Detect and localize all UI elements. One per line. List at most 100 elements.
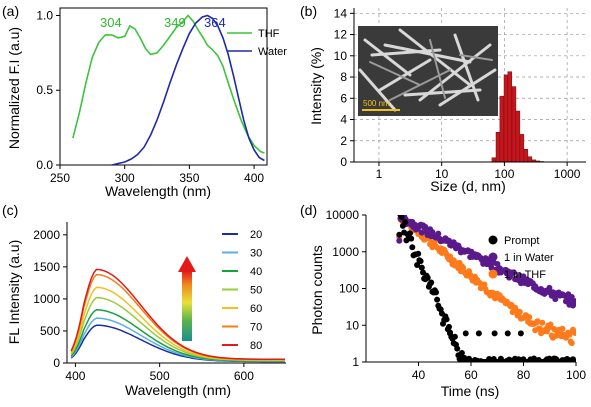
a-ytick-label: 1.0 [36, 8, 53, 22]
panel-b-label: (b) [300, 3, 317, 19]
d-point-prompt [428, 279, 435, 286]
d-legend-label-0: Prompt [504, 235, 539, 247]
d-point-1-in-water [435, 230, 442, 237]
b-ytick-label: 6 [340, 91, 347, 105]
d-point-1-in-water [422, 223, 429, 230]
d-point-prompt [409, 244, 416, 251]
a-xtick-label: 400 [244, 171, 264, 185]
d-point-prompt [572, 359, 576, 362]
panel-b: (b) 0 2 4 6 8 10 12 14 1 10 100 1000 500 nm Size (… [300, 3, 586, 194]
panel-a: (a) 0.0 0.5 1.0 250 300 350 400 304 349 364 T… [2, 3, 287, 199]
b-ytick-label: 12 [334, 28, 348, 42]
b-ytick-label: 8 [340, 70, 347, 84]
c-legend-label-40: 40 [250, 266, 262, 278]
d-point-prompt [414, 262, 421, 268]
d-point-prompt [408, 235, 415, 242]
b-bar [527, 156, 533, 163]
panel-c-y-ticks: 0 500 1000 1500 2000 [33, 228, 67, 370]
c-ytick-label: 0 [53, 356, 60, 370]
d-point-1-in-thf [568, 340, 575, 347]
c-series-80-line [70, 268, 285, 360]
d-point-1-in-thf [566, 331, 573, 338]
d-legend-label-1: 1 in Water [504, 252, 554, 264]
d-point-prompt [417, 258, 424, 265]
panel-a-y-ticks: 0.0 0.5 1.0 [36, 8, 60, 172]
d-point-1-in-water [446, 237, 452, 244]
a-xtick-label: 350 [179, 171, 199, 185]
sem-inset-image: 500 nm [358, 26, 498, 116]
d-point-1-in-water [396, 237, 403, 244]
c-xtick-label: 400 [65, 369, 85, 383]
b-bar [499, 95, 505, 163]
panel-d-label: (d) [300, 202, 317, 218]
peak-364-label: 364 [204, 15, 226, 30]
d-point-prompt [454, 345, 461, 352]
b-ytick-label: 2 [340, 134, 347, 148]
b-bar [503, 74, 509, 163]
panel-a-ylabel: Normalized F.I (a.u) [6, 27, 22, 149]
b-bar [495, 132, 501, 163]
d-point-1-in-thf [526, 314, 533, 321]
d-point-1-in-thf [572, 330, 576, 336]
d-point-1-in-thf [481, 281, 488, 288]
d-point-prompt [491, 330, 498, 337]
b-bar [523, 149, 529, 163]
c-legend-label-80: 80 [250, 340, 262, 352]
panel-a-label: (a) [2, 3, 19, 19]
peak-349-label: 349 [164, 15, 186, 30]
d-xtick-label: 60 [464, 368, 478, 382]
c-legend-label-20: 20 [250, 229, 262, 241]
d-ytick-label: 100 [339, 282, 359, 296]
a-xtick-label: 250 [50, 171, 70, 185]
panel-d-series [396, 215, 576, 362]
panel-a-xlabel: Wavelength (nm) [105, 183, 211, 199]
d-point-1-in-thf [516, 308, 523, 315]
d-point-prompt [398, 215, 405, 220]
inset-scale-label: 500 nm [363, 99, 390, 108]
a-ytick-label: 0.5 [36, 83, 53, 97]
b-bar [519, 134, 525, 163]
panel-c-legend: 20 30 40 50 60 70 80 [222, 229, 262, 352]
d-point-prompt [443, 316, 450, 323]
d-ytick-label: 1000 [332, 245, 359, 259]
d-point-prompt [433, 289, 439, 296]
panel-c-ylabel: FL Intensity (a.u) [6, 240, 22, 345]
d-point-1-in-water [418, 229, 425, 236]
d-point-prompt [424, 274, 431, 281]
d-xtick-label: 100 [566, 368, 586, 382]
b-ytick-label: 14 [334, 6, 348, 20]
concentration-arrow [178, 256, 196, 341]
c-legend-label-50: 50 [250, 285, 262, 297]
b-bar [511, 86, 517, 163]
d-point-prompt [407, 230, 413, 237]
d-point-prompt [418, 264, 425, 271]
d-point-prompt [462, 330, 469, 337]
c-xtick-label: 600 [234, 369, 254, 383]
panel-c-xlabel: Wavelength (nm) [125, 382, 231, 398]
d-point-1-in-water [546, 284, 553, 291]
b-xtick-label: 10 [435, 167, 449, 181]
panel-c-series [70, 268, 285, 363]
d-point-1-in-thf [547, 321, 554, 328]
b-bar [515, 110, 521, 163]
b-bar [491, 157, 497, 163]
a-series-water-line [111, 14, 265, 165]
b-ytick-label: 10 [334, 49, 348, 63]
d-legend-label-2: 1 in THF [504, 269, 546, 281]
panel-b-x-ticks: 1 10 100 1000 [376, 162, 581, 181]
b-xtick-label: 100 [494, 167, 514, 181]
c-ytick-label: 2000 [33, 228, 60, 242]
panel-a-legend: THF Water [227, 28, 287, 58]
d-point-prompt [447, 330, 453, 337]
panel-d-xlabel: Time (ns) [441, 383, 500, 399]
panel-b-bars [491, 71, 549, 163]
d-point-1-in-water [568, 294, 575, 300]
panel-c: (c) 0 500 1000 1500 2000 400 500 600 20 30 40 50 6… [2, 202, 286, 398]
panel-b-ylabel: Intensity (%) [308, 47, 324, 125]
d-legend-marker-2 [488, 269, 498, 279]
d-point-prompt [402, 219, 409, 226]
d-point-1-in-water [552, 296, 559, 303]
panel-a-frame [59, 7, 268, 166]
d-point-prompt [434, 296, 441, 303]
panel-d-y-ticks: 1 10 100 1000 10000 [326, 208, 366, 369]
